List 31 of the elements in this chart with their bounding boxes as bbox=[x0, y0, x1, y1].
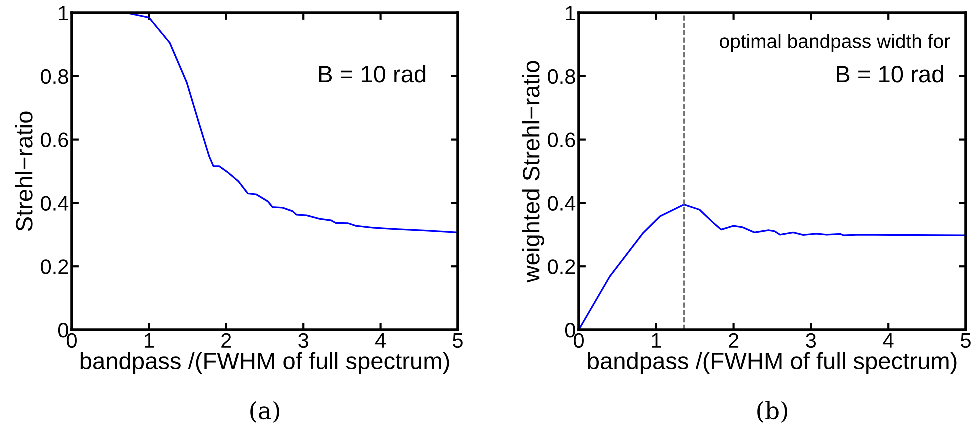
annotation: B = 10 rad bbox=[837, 65, 944, 83]
text: (b) bbox=[758, 401, 788, 423]
x-tick-label: 5 bbox=[453, 334, 463, 348]
x-axis-title: bandpass /(FWHM of full spectrum) bbox=[588, 352, 957, 374]
y-tick-label: 0.2 bbox=[41, 260, 68, 274]
y-tick-label: 0.4 bbox=[548, 196, 576, 211]
text: (a) bbox=[250, 401, 280, 423]
y-tick-label: 0.4 bbox=[41, 196, 69, 211]
x-tick-label: 1 bbox=[144, 334, 154, 348]
y-tick-label: 0.6 bbox=[548, 132, 576, 148]
y-tick-label: 0 bbox=[58, 323, 68, 338]
y-tick-label: 0 bbox=[565, 323, 576, 338]
y-tick-label: 0.6 bbox=[41, 132, 68, 148]
y-tick-label: 1 bbox=[566, 6, 576, 21]
y-tick-label: 0.8 bbox=[548, 69, 576, 84]
x-tick-label: 5 bbox=[961, 334, 971, 348]
annotation: optimal bandpass width for bbox=[720, 34, 950, 52]
y-tick-label: 0.2 bbox=[548, 260, 576, 274]
annotation: B = 10 rad bbox=[319, 65, 426, 83]
x-tick-label: 1 bbox=[652, 334, 662, 348]
x-tick-label: 4 bbox=[375, 334, 386, 348]
y-tick-label: 1 bbox=[59, 6, 68, 21]
x-tick-label: 3 bbox=[298, 333, 308, 348]
y-tick-label: 0.8 bbox=[41, 69, 68, 84]
x-tick-label: 2 bbox=[222, 333, 232, 348]
x-tick-label: 2 bbox=[729, 333, 739, 348]
y-axis-title: weighted Strehl−ratio bbox=[522, 61, 544, 283]
y-axis-title: Strehl−ratio bbox=[15, 112, 33, 232]
x-tick-label: 4 bbox=[883, 334, 894, 348]
x-tick-label: 3 bbox=[806, 333, 816, 348]
x-axis-title: bandpass /(FWHM of full spectrum) bbox=[80, 352, 450, 374]
